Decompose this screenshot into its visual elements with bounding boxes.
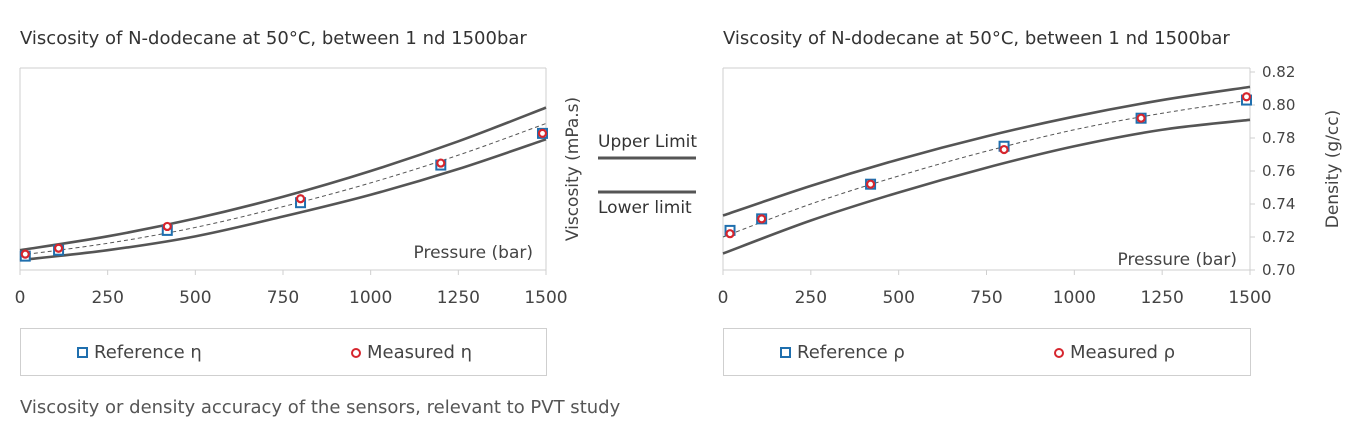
y-tick-label: 0.78 [1262, 129, 1295, 147]
measured-point [53, 243, 64, 253]
y-tick-label: 0.74 [1262, 195, 1295, 213]
x-tick-label: 0 [718, 288, 729, 308]
x-tick-label: 250 [91, 288, 123, 308]
y-tick-label: 0.76 [1262, 162, 1295, 180]
measured-point [537, 128, 548, 138]
x-tick-label: 750 [970, 288, 1002, 308]
x-tick-label: 500 [179, 288, 211, 308]
x-tick-label: 750 [267, 288, 299, 308]
y-axis-label: Viscosity (mPa.s) [563, 97, 583, 241]
x-axis-label: Pressure (bar) [414, 243, 533, 263]
chart-2-title: Viscosity of N-dodecane at 50°C, between… [723, 28, 1230, 49]
y-axis-label: Density (g/cc) [1323, 110, 1343, 229]
x-tick-label: 0 [15, 288, 26, 308]
x-tick-label: 1000 [1053, 288, 1096, 308]
legend-label: Reference η [94, 342, 202, 363]
square-marker-icon [77, 347, 88, 358]
measured-point [1136, 113, 1146, 123]
chart-1-legend: Reference η Measured η [20, 328, 547, 376]
trend-line [722, 99, 1251, 238]
x-tick-label: 250 [795, 288, 827, 308]
measured-point [162, 221, 172, 232]
measured-point [436, 158, 446, 168]
chart-1-title: Viscosity of N-dodecane at 50°C, between… [20, 28, 527, 49]
figure-caption: Viscosity or density accuracy of the sen… [20, 397, 621, 418]
x-tick-label: 1500 [524, 288, 567, 308]
y-tick-label: 0.72 [1262, 228, 1295, 246]
circle-marker-icon [1054, 347, 1064, 358]
square-marker-icon [780, 347, 791, 358]
legend-reference-viscosity: Reference η [77, 342, 202, 363]
legend-label: Measured ρ [1070, 342, 1176, 363]
x-tick-label: 1500 [1228, 288, 1271, 308]
measured-point [865, 179, 876, 189]
upper-limit-curve [722, 85, 1251, 217]
trend-line [19, 123, 547, 256]
y-tick-label: 0.70 [1262, 261, 1295, 279]
lower-limit-curve [722, 118, 1251, 255]
x-tick-label: 1250 [437, 288, 480, 308]
legend-label: Reference ρ [797, 342, 905, 363]
lower-limit-label: Lower limit [598, 198, 692, 218]
x-tick-label: 1250 [1141, 288, 1184, 308]
upper-limit-curve [19, 106, 547, 252]
measured-point [20, 249, 30, 259]
lower-limit-curve [19, 138, 547, 262]
circle-marker-icon [351, 347, 361, 358]
upper-limit-label: Upper Limit [598, 132, 698, 152]
legend-label: Measured η [367, 342, 473, 363]
x-tick-label: 500 [882, 288, 914, 308]
x-tick-label: 1000 [349, 288, 392, 308]
x-axis-label: Pressure (bar) [1118, 250, 1237, 270]
y-tick-label: 0.80 [1262, 96, 1295, 114]
y-tick-label: 0.82 [1262, 63, 1295, 81]
measured-point [1241, 92, 1252, 102]
legend-measured-density: Measured ρ [1054, 342, 1175, 363]
measured-point [757, 214, 767, 224]
measured-point [999, 144, 1009, 155]
measured-point [725, 229, 735, 239]
measured-point [295, 194, 306, 204]
legend-measured-viscosity: Measured η [351, 342, 472, 363]
chart-2-legend: Reference ρ Measured ρ [723, 328, 1251, 376]
legend-reference-density: Reference ρ [780, 342, 905, 363]
